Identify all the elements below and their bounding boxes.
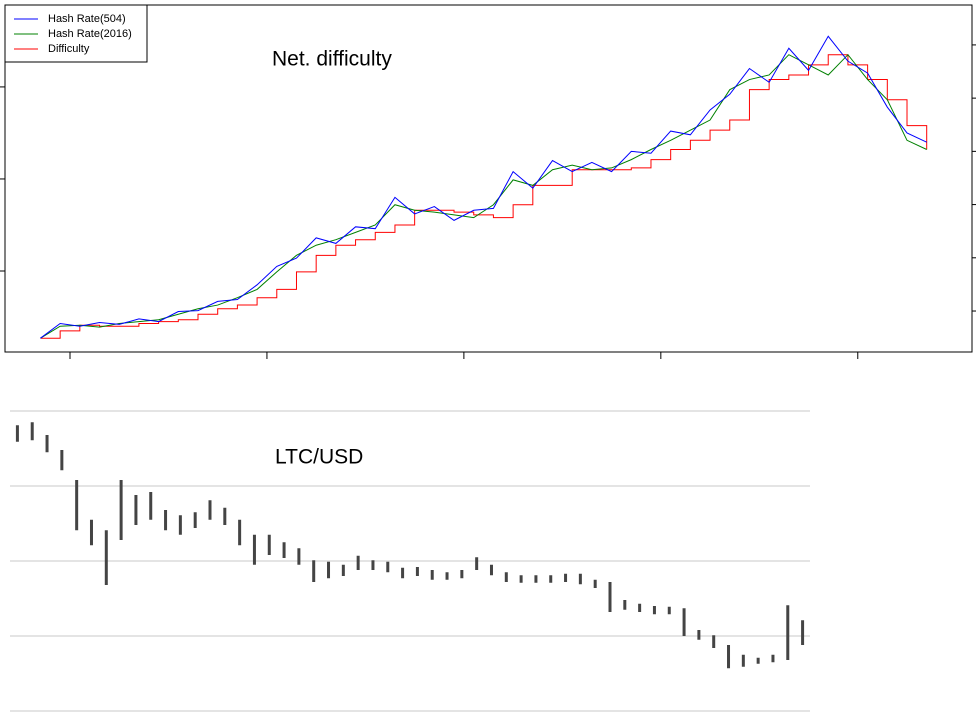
price-bar bbox=[297, 548, 301, 565]
chart-title: Net. difficulty bbox=[272, 48, 392, 71]
price-bar bbox=[415, 567, 419, 576]
price-bar bbox=[45, 435, 49, 453]
price-bar bbox=[608, 582, 612, 612]
series-line bbox=[40, 35, 927, 339]
price-bar bbox=[475, 557, 479, 570]
price-bar bbox=[75, 480, 79, 531]
price-bar bbox=[504, 572, 508, 582]
price-bar bbox=[489, 564, 493, 576]
price-bar bbox=[15, 425, 19, 442]
price-bar bbox=[386, 561, 390, 573]
legend-label: Difficulty bbox=[48, 43, 90, 55]
price-bar bbox=[252, 534, 256, 565]
chart-title: LTC/USD bbox=[275, 446, 363, 469]
price-bar bbox=[327, 561, 331, 579]
price-bar bbox=[519, 575, 523, 583]
price-bar bbox=[282, 542, 286, 558]
price-bar bbox=[401, 567, 405, 579]
price-bar bbox=[741, 654, 745, 667]
price-bar bbox=[149, 492, 153, 520]
price-bar bbox=[727, 645, 731, 669]
price-bar bbox=[593, 579, 597, 588]
legend-label: Hash Rate(2016) bbox=[48, 28, 132, 40]
price-bar bbox=[445, 572, 449, 580]
price-bar bbox=[756, 657, 760, 664]
price-bar bbox=[652, 606, 656, 615]
price-bar bbox=[60, 450, 64, 471]
price-bar bbox=[208, 500, 212, 520]
price-bar bbox=[460, 570, 464, 579]
price-bar bbox=[312, 560, 316, 582]
price-bar bbox=[267, 534, 271, 555]
price-bar bbox=[667, 606, 671, 615]
price-bar bbox=[697, 630, 701, 640]
price-bar bbox=[341, 564, 345, 576]
price-bar bbox=[801, 620, 805, 645]
price-bar bbox=[89, 519, 93, 546]
price-bar bbox=[119, 480, 123, 540]
price-bar bbox=[534, 575, 538, 583]
series-line bbox=[40, 53, 927, 339]
price-bar bbox=[564, 573, 568, 582]
price-bar bbox=[30, 422, 34, 441]
price-bar bbox=[786, 605, 790, 660]
price-bar bbox=[682, 608, 686, 636]
price-bar bbox=[623, 600, 627, 610]
price-bar bbox=[104, 530, 108, 585]
price-bar bbox=[771, 654, 775, 663]
price-bar bbox=[578, 573, 582, 585]
price-bar bbox=[134, 495, 138, 525]
price-bar bbox=[712, 635, 716, 648]
price-bar bbox=[371, 560, 375, 570]
price-bar bbox=[238, 519, 242, 546]
price-bar bbox=[164, 510, 168, 531]
series-line bbox=[40, 54, 928, 339]
legend-label: Hash Rate(504) bbox=[48, 13, 126, 25]
price-bar bbox=[178, 515, 182, 535]
price-bar bbox=[193, 512, 197, 528]
price-bar bbox=[549, 575, 553, 583]
plot-frame bbox=[4, 4, 973, 353]
price-bar bbox=[430, 570, 434, 580]
price-bar bbox=[223, 507, 227, 525]
price-bar bbox=[638, 603, 642, 612]
price-bar bbox=[356, 555, 360, 570]
